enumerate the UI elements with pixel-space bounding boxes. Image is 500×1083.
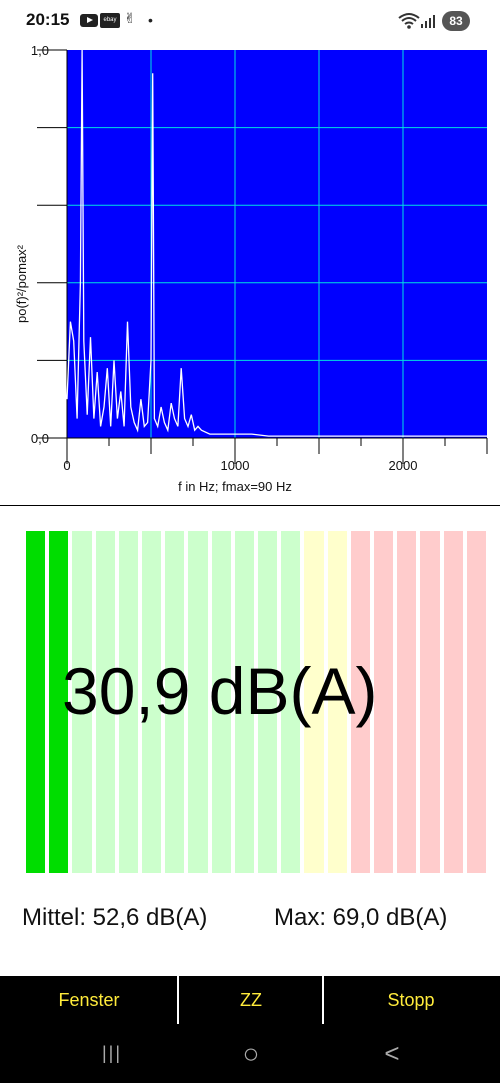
- control-buttons: Fenster ZZ Stopp: [0, 976, 500, 1024]
- button-separator: [322, 976, 324, 1024]
- status-time: 20:15: [26, 10, 70, 29]
- back-icon[interactable]: <: [384, 1038, 400, 1068]
- x-tick-label-2000: 2000: [389, 458, 418, 473]
- spectrum-chart: 1,0 0,0 0 1000 2000 f in Hz; fmax=90 Hz …: [0, 40, 500, 505]
- meter-segment: [95, 531, 115, 873]
- more-notifications-dot: •: [148, 12, 153, 28]
- y-tick-label-top: 1,0: [31, 43, 49, 58]
- meter-segment: [165, 531, 185, 873]
- x-tick-label-0: 0: [63, 458, 70, 473]
- stats-row: Mittel: 52,6 dB(A) Max: 69,0 dB(A): [0, 904, 500, 936]
- spectrum-chart-svg: 1,0 0,0 0 1000 2000 f in Hz; fmax=90 Hz …: [14, 43, 488, 494]
- meter-segment: [188, 531, 208, 873]
- wifi-icon: [398, 13, 420, 29]
- meter-segment: [142, 531, 162, 873]
- fenster-button[interactable]: Fenster: [2, 978, 176, 1022]
- meter-segment: [211, 531, 231, 873]
- navigation-bar: ||| ○ <: [0, 1024, 500, 1083]
- meter-segment: [374, 531, 394, 873]
- spectrum-series-line: [66, 49, 487, 437]
- recents-icon[interactable]: |||: [101, 1043, 123, 1063]
- current-level-readout: 30,9 dB(A): [62, 654, 378, 728]
- meter-segment: [72, 531, 92, 873]
- max-level: Max: 69,0 dB(A): [274, 904, 448, 931]
- plot-area: [67, 50, 487, 438]
- meter-segment: [397, 531, 417, 873]
- meter-segment: [327, 531, 347, 873]
- ebay-icon: ebay: [100, 13, 120, 28]
- status-bar: 20:15 ebay ✌ • 83: [0, 0, 500, 40]
- stopp-button[interactable]: Stopp: [325, 978, 497, 1022]
- y-tick-label-bottom: 0,0: [31, 431, 49, 446]
- home-icon[interactable]: ○: [242, 1038, 260, 1069]
- section-divider: [0, 505, 500, 506]
- axes: [37, 49, 488, 464]
- battery-indicator: 83: [442, 11, 470, 31]
- meter-segment: [466, 531, 486, 873]
- level-meter: [26, 531, 490, 873]
- button-separator: [177, 976, 179, 1024]
- meter-segment: [350, 531, 370, 873]
- app-notification-icon: ✌: [124, 10, 136, 26]
- meter-segment: [281, 531, 301, 873]
- signal-icon: [421, 15, 435, 28]
- meter-segment: [26, 531, 46, 873]
- meter-segment: [420, 531, 440, 873]
- x-tick-label-1000: 1000: [221, 458, 250, 473]
- meter-segment: [118, 531, 138, 873]
- x-axis-label: f in Hz; fmax=90 Hz: [178, 479, 292, 494]
- meter-segment: [304, 531, 324, 873]
- y-axis-label: po(f)²/pomax²: [14, 244, 29, 323]
- meter-segment: [443, 531, 463, 873]
- meter-segment: [258, 531, 278, 873]
- meter-segment: [49, 531, 69, 873]
- mean-level: Mittel: 52,6 dB(A): [22, 904, 208, 931]
- grid-lines: [67, 50, 487, 438]
- zz-button[interactable]: ZZ: [180, 978, 322, 1022]
- meter-segment: [234, 531, 254, 873]
- youtube-icon: [80, 14, 98, 27]
